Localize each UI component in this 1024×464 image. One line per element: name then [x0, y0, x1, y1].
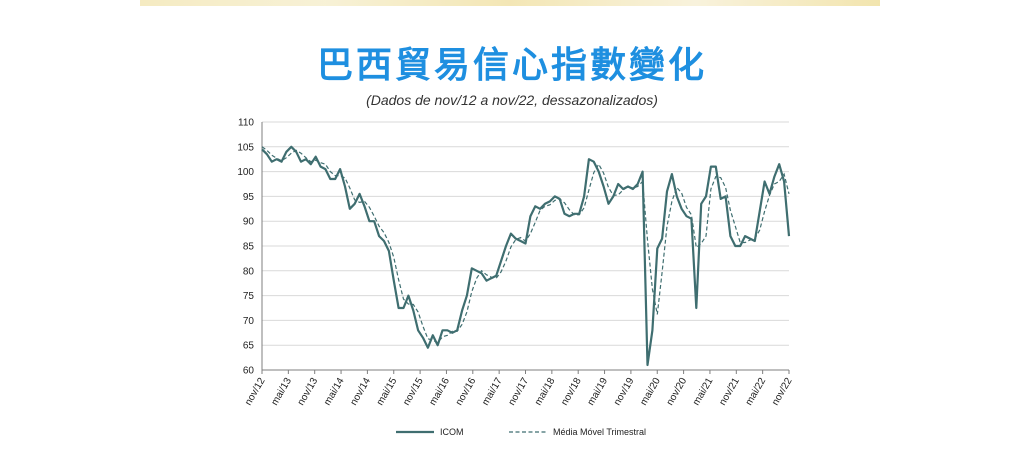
x-tick-label: nov/22: [770, 376, 795, 408]
y-tick-label: 75: [243, 291, 255, 302]
x-tick-label: nov/21: [717, 376, 742, 408]
x-tick-label: nov/20: [665, 376, 690, 408]
x-tick-label: nov/18: [559, 376, 584, 408]
chart-subtitle: (Dados de nov/12 a nov/22, dessazonaliza…: [366, 92, 658, 108]
y-tick-label: 100: [237, 167, 254, 178]
x-tick-label: mai/15: [375, 376, 400, 408]
x-tick-label: nov/14: [348, 376, 373, 408]
legend: ICOM Média Móvel Trimestral: [396, 427, 646, 437]
x-tick-label: mai/20: [638, 376, 663, 408]
y-tick-label: 95: [243, 192, 255, 203]
x-tick-label: nov/16: [454, 376, 479, 408]
chart-title: 巴西貿易信心指數變化: [316, 44, 707, 86]
x-tick-label: nov/13: [296, 376, 321, 408]
y-tick-label: 90: [243, 217, 255, 228]
x-tick-label: mai/19: [586, 376, 611, 408]
x-tick-label: mai/17: [480, 376, 505, 408]
y-tick-label: 80: [243, 266, 255, 277]
x-tick-labels: nov/12 mai/13 nov/13 mai/14 nov/14 mai/15 nov/…: [243, 376, 795, 408]
series-lines: [261, 145, 791, 367]
legend-icom-label: ICOM: [440, 427, 464, 437]
series-line-icom: [261, 145, 791, 367]
x-tick-label: nov/17: [507, 376, 532, 408]
x-tick-label: mai/16: [428, 376, 453, 408]
x-tick-label: mai/14: [322, 376, 347, 408]
grid-lines: [262, 121, 789, 371]
x-tick-label: mai/21: [691, 376, 716, 408]
header-banner-strip: [140, 0, 880, 6]
x-tick-label: nov/19: [612, 376, 637, 408]
x-tick-label: nov/15: [401, 376, 426, 408]
y-tick-label: 105: [237, 142, 254, 153]
y-tick-label: 65: [243, 341, 255, 352]
legend-average-label: Média Móvel Trimestral: [553, 427, 646, 437]
y-tick-labels: 60 65 70 75 80 85 90 95 100 105 110: [237, 118, 254, 377]
x-tick-label: mai/18: [533, 376, 558, 408]
y-tick-label: 70: [243, 316, 255, 327]
y-tick-label: 85: [243, 242, 255, 253]
x-tick-label: mai/22: [744, 376, 769, 408]
x-tick-label: mai/13: [269, 376, 294, 408]
y-tick-label: 110: [238, 118, 254, 129]
x-tick-label: nov/12: [243, 376, 268, 408]
y-tick-label: 60: [243, 366, 255, 377]
axes: [261, 122, 790, 374]
